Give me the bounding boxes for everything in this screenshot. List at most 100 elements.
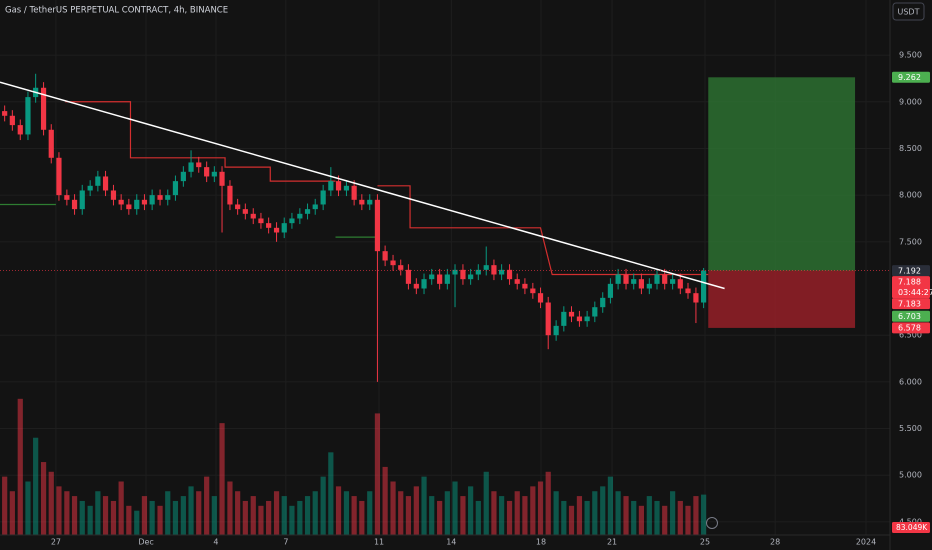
candle-body <box>491 265 497 275</box>
candle-body <box>561 311 567 326</box>
y-tick-label: 9.500 <box>899 51 922 60</box>
candle-body <box>64 195 70 200</box>
volume-bar <box>87 505 93 535</box>
volume-bar <box>33 437 39 535</box>
candle-body <box>413 283 419 289</box>
candle-body <box>157 195 163 200</box>
y-tick-label: 9.000 <box>899 97 922 106</box>
volume-bar <box>64 491 70 535</box>
volume-bar <box>157 505 163 535</box>
volume-bar <box>219 423 225 535</box>
candle-body <box>102 176 109 191</box>
candle-body <box>172 181 179 196</box>
currency-button-label[interactable]: USDT <box>898 8 920 17</box>
y-tick-label: 5.000 <box>899 471 922 480</box>
volume-bar <box>289 505 295 535</box>
candle-body <box>95 176 101 186</box>
volume-bar <box>623 496 629 535</box>
volume-bar <box>437 500 443 535</box>
volume-bar <box>281 496 287 535</box>
volume-bar <box>126 505 132 535</box>
candle-body <box>662 274 668 284</box>
volume-bar <box>110 500 117 535</box>
candle-body <box>351 185 357 200</box>
volume-bar <box>522 496 528 535</box>
price-label: 7.188 <box>898 277 921 286</box>
volume-bar <box>592 491 598 535</box>
volume-bar <box>196 491 202 535</box>
candle-body <box>79 190 85 210</box>
volume-bar <box>71 496 78 535</box>
candle-body <box>514 279 520 284</box>
volume-bar <box>413 486 419 535</box>
volume-bar <box>553 491 559 535</box>
candle-body <box>468 274 474 280</box>
currency-button[interactable] <box>892 2 925 21</box>
candle-body <box>460 269 466 280</box>
volume-bar <box>576 496 583 535</box>
candle-body <box>320 190 326 205</box>
volume-bar <box>677 500 683 535</box>
price-label-box <box>892 71 930 83</box>
candle-body <box>537 293 544 303</box>
candle-body <box>615 274 621 284</box>
volume-label-box <box>892 522 930 533</box>
candle-body <box>2 111 8 116</box>
candle-body <box>382 251 388 261</box>
countdown: 03:44:27 <box>898 288 932 297</box>
candle-body <box>685 288 691 294</box>
volume-bar <box>359 500 365 535</box>
candle-body <box>475 269 481 275</box>
candle-body <box>141 199 148 205</box>
candle-body <box>553 325 559 336</box>
volume-bar <box>235 491 241 535</box>
y-tick-label: 5.500 <box>899 424 922 433</box>
y-tick-label: 6.000 <box>899 377 922 386</box>
x-tick-label: 27 <box>51 538 61 547</box>
candle-body <box>359 199 365 205</box>
volume-bar <box>242 500 248 535</box>
volume-bar <box>654 500 660 535</box>
volume-bar <box>9 491 15 535</box>
volume-bar <box>382 466 388 535</box>
candle-body <box>188 162 194 172</box>
candle-body <box>677 279 683 289</box>
y-tick-label: 8.500 <box>899 144 922 153</box>
candle-body <box>506 269 513 280</box>
position-profit <box>708 77 856 271</box>
candle-body <box>242 209 248 214</box>
volume-bar <box>662 505 668 535</box>
volume-bar <box>530 486 536 535</box>
volume-bar <box>79 500 85 535</box>
candle-body <box>328 181 334 191</box>
volume-bar <box>25 481 31 535</box>
volume-bar <box>227 481 233 535</box>
candle-body <box>180 171 186 182</box>
candle-body <box>638 279 645 289</box>
volume-bar <box>180 496 186 535</box>
volume-bar <box>343 491 350 535</box>
candle-body <box>48 129 54 158</box>
price-label-box <box>892 265 930 277</box>
candle-body <box>522 283 528 289</box>
volume-bar <box>188 486 194 535</box>
volume-bar <box>483 471 489 535</box>
volume-bar <box>600 486 606 535</box>
volume-bar <box>141 496 148 535</box>
volume-bar <box>335 486 342 535</box>
volume-bar <box>149 500 155 535</box>
price-label: 9.262 <box>898 73 921 82</box>
replay-icon[interactable] <box>706 517 718 529</box>
volume-bar <box>250 496 256 535</box>
plot-layer <box>0 0 890 535</box>
candle-body <box>250 213 256 219</box>
volume-bar <box>134 510 140 535</box>
candle-body <box>584 316 590 322</box>
candle-body <box>631 279 637 284</box>
candle-body <box>607 283 614 298</box>
candle-body <box>165 195 171 200</box>
volume-bar <box>390 481 396 535</box>
candle-body <box>646 283 652 289</box>
candle-body <box>600 297 606 308</box>
